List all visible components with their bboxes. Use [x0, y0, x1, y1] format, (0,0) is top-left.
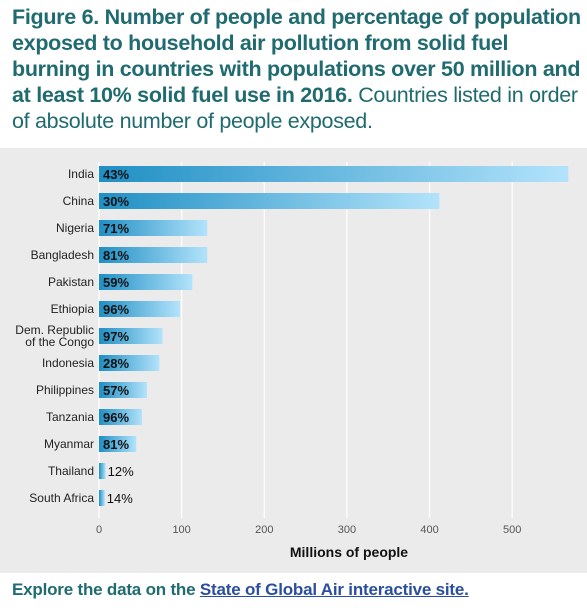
category-label: Thailand [48, 464, 94, 478]
x-tick-label: 500 [503, 524, 521, 536]
bar-percent-label: 96% [103, 302, 129, 317]
figure-title: Figure 6. Number of people and percentag… [12, 5, 581, 107]
x-tick-label: 0 [96, 524, 102, 536]
x-tick-label: 200 [255, 524, 273, 536]
bar [99, 463, 106, 479]
category-label: Philippines [36, 383, 94, 397]
bar [99, 409, 142, 425]
bar [99, 328, 163, 344]
bar-percent-label: 43% [103, 167, 129, 182]
bar [99, 490, 105, 506]
bar-percent-label: 30% [103, 194, 129, 209]
category-label: Nigeria [56, 221, 94, 235]
category-label: Myanmar [44, 437, 94, 451]
bar-percent-label: 14% [107, 491, 133, 506]
category-labels: India China Nigeria Bangladesh Pakistan Ethio… [15, 167, 94, 505]
footer-prefix: Explore the data on the [12, 580, 200, 599]
bar-percent-label: 97% [103, 329, 129, 344]
category-label: China [63, 194, 95, 208]
category-label: South Africa [29, 491, 94, 505]
bars: 43% 30% 71% 81% 59% 96% 97% 28% 57% 96% 81% 12% 14% [99, 166, 569, 506]
footer-text: Explore the data on the State of Global … [12, 580, 469, 600]
category-label: Pakistan [48, 275, 94, 289]
bar [99, 220, 208, 236]
figure-subtitle: Countries listed in order of absolute nu… [12, 83, 578, 133]
x-tick-labels: 0 100 200 300 400 500 [96, 524, 521, 536]
category-label: India [68, 167, 94, 181]
bar [99, 355, 160, 371]
category-label: Ethiopia [51, 302, 95, 316]
bar-percent-label: 81% [103, 248, 129, 263]
category-label: Dem. Republic [15, 323, 94, 337]
bar-percent-label: 28% [103, 356, 129, 371]
bar-percent-label: 81% [103, 437, 129, 452]
chart-panel: 43% 30% 71% 81% 59% 96% 97% 28% 57% 96% 81% 12% 14% … [0, 148, 587, 573]
category-label: Bangladesh [31, 248, 94, 262]
bar-percent-label: 59% [103, 275, 129, 290]
category-label: of the Congo [25, 335, 94, 349]
bar [99, 166, 569, 182]
state-of-global-air-link[interactable]: State of Global Air interactive site. [199, 580, 469, 599]
x-tick-label: 100 [172, 524, 190, 536]
bar [99, 274, 193, 290]
figure-heading: Figure 6. Number of people and percentag… [12, 4, 582, 134]
bar [99, 301, 180, 317]
x-axis-title: Millions of people [290, 544, 408, 560]
category-label: Indonesia [42, 356, 94, 370]
bar-chart: 43%30%71%81%59%96%97%28%57%96%81%12%14% … [15, 162, 569, 560]
bar [99, 247, 208, 263]
bar-percent-label: 57% [103, 383, 129, 398]
bar-percent-label: 71% [103, 221, 129, 236]
bar [99, 382, 147, 398]
category-label: Tanzania [46, 410, 94, 424]
bar-percent-label: 12% [108, 464, 134, 479]
x-tick-label: 400 [420, 524, 438, 536]
x-tick-label: 300 [338, 524, 356, 536]
bar [99, 193, 440, 209]
bar [99, 436, 137, 452]
bar-percent-label: 96% [103, 410, 129, 425]
